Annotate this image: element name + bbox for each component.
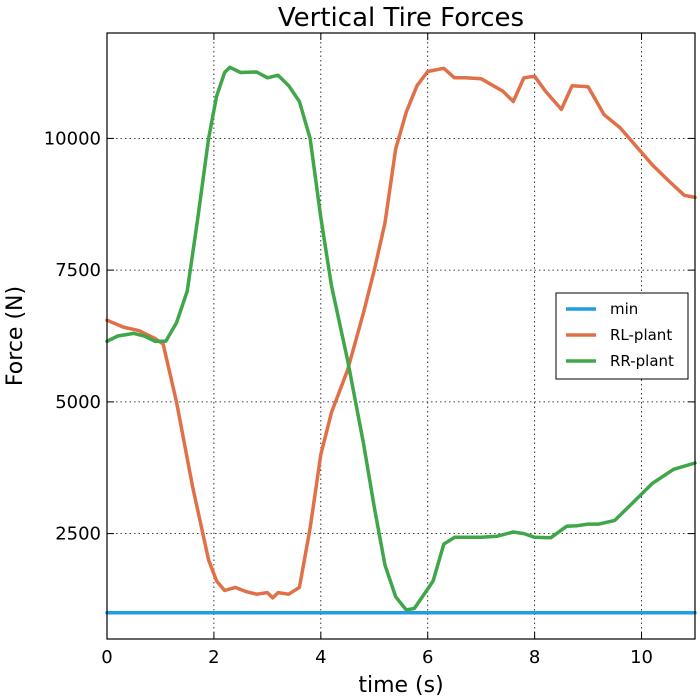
series-layer [105, 65, 697, 615]
y-axis-label: Force (N) [3, 286, 28, 386]
chart-title: Vertical Tire Forces [278, 3, 524, 33]
legend-label: RR-plant [610, 352, 674, 370]
x-tick-label: 10 [630, 647, 653, 668]
y-tick-label: 2500 [55, 524, 101, 545]
series-line-rl-plant [105, 66, 697, 600]
plot-frame [106, 32, 696, 640]
x-tick-label: 8 [529, 647, 540, 668]
legend-label: RL-plant [610, 326, 672, 344]
x-tick-label: 4 [315, 647, 326, 668]
x-tick-label: 0 [101, 647, 112, 668]
legend-label: min [610, 300, 638, 318]
y-tick-label: 5000 [55, 392, 101, 413]
y-tick-label: 10000 [44, 128, 101, 149]
axis-ticks: 0 2 4 6 8 10 2500 5000 7500 10000 [44, 33, 695, 668]
y-tick-label: 7500 [55, 260, 101, 281]
series-line-rr-plant [105, 65, 697, 612]
x-axis-label: time (s) [358, 673, 443, 698]
x-tick-label: 2 [208, 647, 219, 668]
legend: min RL-plant RR-plant [555, 292, 689, 380]
x-tick-label: 6 [422, 647, 433, 668]
